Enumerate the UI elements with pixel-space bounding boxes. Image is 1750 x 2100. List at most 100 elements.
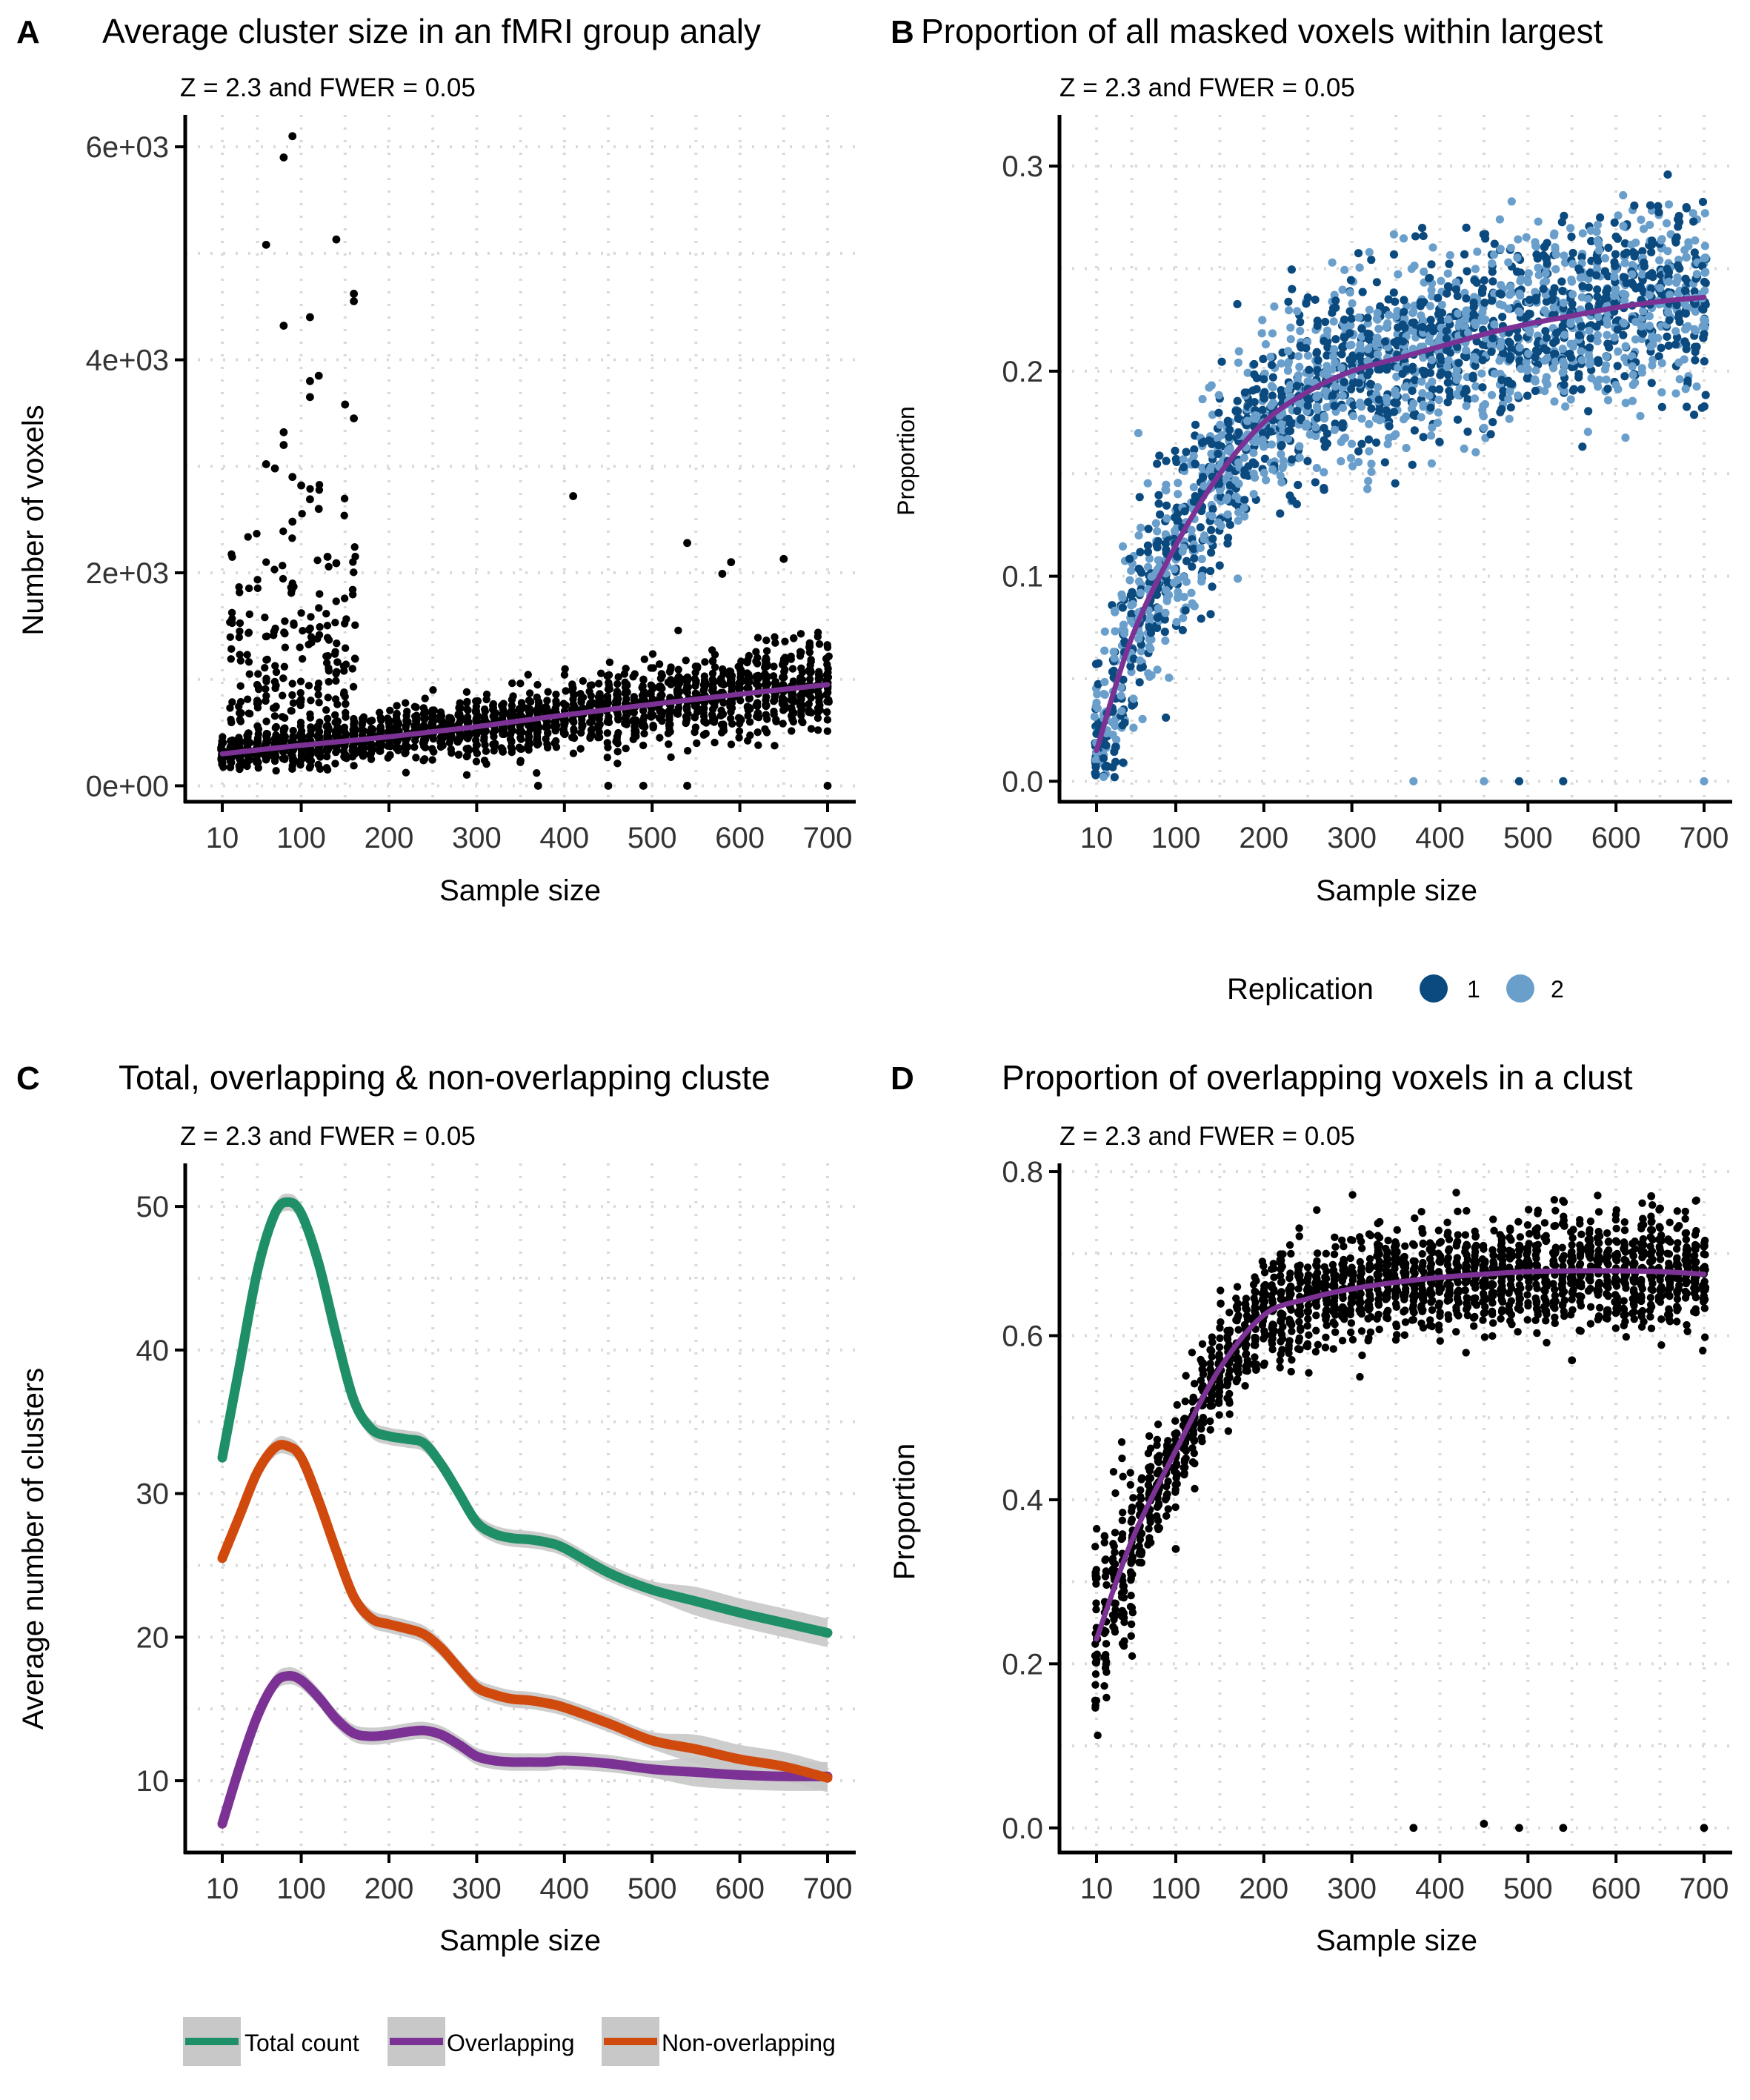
data-point — [1505, 414, 1514, 423]
data-point — [262, 734, 271, 742]
data-point — [1182, 1454, 1190, 1463]
data-point — [655, 660, 664, 668]
data-point — [1461, 346, 1471, 355]
data-point — [1092, 1605, 1100, 1614]
data-point — [1488, 418, 1497, 427]
data-point — [1311, 478, 1320, 487]
data-point — [1171, 1488, 1180, 1496]
data-point — [1411, 232, 1420, 241]
panel-c-letter: C — [16, 1060, 40, 1097]
data-point — [1189, 451, 1198, 461]
data-point — [245, 670, 253, 678]
data-point — [307, 633, 316, 641]
data-point — [525, 697, 533, 705]
data-point — [1286, 323, 1295, 332]
data-point — [699, 708, 708, 717]
panel-b-y-axis-title: Proportion — [893, 406, 919, 516]
legend-key-overlapping — [390, 2038, 443, 2045]
data-point — [588, 700, 596, 708]
data-point — [753, 674, 761, 683]
data-point — [613, 694, 621, 703]
data-point — [280, 714, 289, 722]
data-point — [322, 659, 331, 667]
data-point — [1364, 397, 1373, 407]
data-point — [576, 728, 585, 737]
data-point — [1110, 773, 1119, 782]
data-point — [1180, 507, 1189, 516]
legend-key-replication-1 — [1420, 974, 1448, 1003]
panel-a-letter: A — [16, 14, 40, 50]
data-point — [1355, 263, 1364, 272]
data-point — [1551, 265, 1560, 273]
x-tick-label: 10 — [206, 1873, 239, 1905]
data-point — [544, 728, 552, 737]
data-point — [1585, 326, 1594, 336]
data-point — [535, 723, 544, 731]
data-point — [1154, 1499, 1163, 1508]
data-point — [1371, 338, 1381, 347]
data-point — [342, 713, 350, 721]
data-point — [1672, 233, 1681, 242]
data-point — [1138, 714, 1147, 723]
x-tick-label: 500 — [628, 822, 677, 854]
data-point — [1197, 571, 1206, 580]
data-point — [1445, 259, 1454, 268]
data-point — [227, 550, 236, 559]
data-point — [456, 710, 464, 718]
data-point — [253, 722, 262, 731]
data-point — [296, 761, 305, 769]
data-point — [717, 728, 726, 737]
data-point — [1110, 654, 1119, 662]
data-point — [1391, 386, 1400, 395]
data-point — [1435, 385, 1444, 394]
data-point — [1295, 453, 1304, 462]
data-point — [1251, 411, 1260, 420]
panel-a: A Average cluster size in an fMRI group … — [16, 12, 856, 907]
data-point — [244, 740, 252, 748]
data-point — [1506, 243, 1515, 253]
data-point — [1267, 360, 1277, 370]
data-point — [815, 640, 824, 648]
y-tick-label: 0.0 — [1002, 765, 1043, 798]
data-point — [1145, 672, 1154, 681]
data-point — [1399, 337, 1408, 346]
data-point — [1619, 190, 1628, 200]
data-point — [351, 552, 359, 561]
data-point — [340, 619, 349, 628]
panel-d-title: Proportion of overlapping voxels in a cl… — [1002, 1058, 1633, 1097]
x-tick-label: 700 — [803, 1873, 853, 1905]
data-point — [579, 694, 588, 702]
data-point — [814, 726, 822, 734]
x-tick-label: 600 — [715, 1873, 765, 1905]
data-point — [1268, 373, 1277, 382]
data-point — [428, 706, 436, 714]
data-point — [419, 757, 427, 765]
data-point — [1558, 322, 1567, 330]
data-point — [316, 590, 324, 598]
data-point — [753, 702, 762, 711]
data-point — [692, 677, 700, 685]
data-point — [1314, 356, 1323, 365]
data-point — [465, 718, 473, 726]
data-point — [1371, 414, 1381, 423]
data-point — [1398, 320, 1407, 329]
data-point — [1531, 386, 1540, 396]
data-point — [1559, 298, 1568, 308]
data-point — [1284, 347, 1293, 356]
data-point — [1312, 349, 1321, 358]
data-point — [587, 691, 595, 700]
outlier-point — [823, 782, 832, 790]
data-point — [623, 681, 631, 690]
data-point — [745, 703, 753, 712]
data-point — [1094, 1731, 1102, 1740]
data-point — [1437, 356, 1446, 365]
data-point — [332, 669, 340, 678]
data-point — [236, 619, 244, 628]
data-point — [815, 701, 824, 710]
x-tick-label: 400 — [1415, 822, 1465, 854]
data-point — [1119, 1582, 1128, 1590]
data-point — [517, 735, 525, 743]
data-point — [1128, 1652, 1137, 1661]
data-point — [305, 752, 314, 760]
legend-label-replication-2: 2 — [1551, 976, 1564, 1003]
